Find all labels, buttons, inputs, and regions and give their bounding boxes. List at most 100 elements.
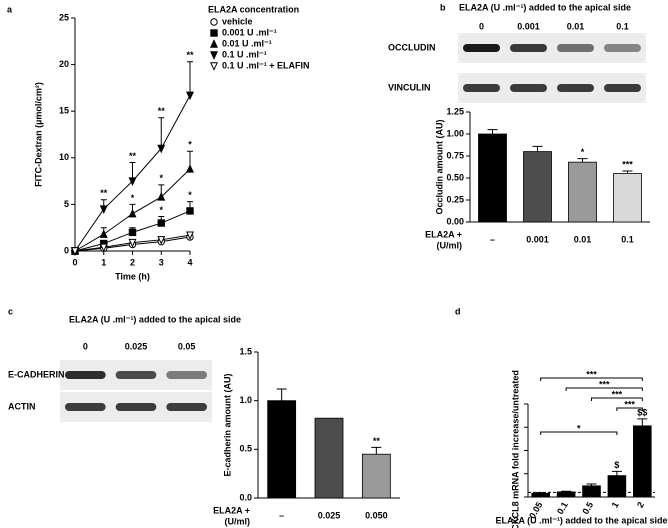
bar — [523, 151, 552, 223]
legend-label: 0.001 U .ml⁻¹ — [222, 27, 277, 37]
point — [71, 247, 79, 256]
blot-band — [604, 84, 641, 92]
significance: ** — [100, 188, 108, 198]
x-axis-label: ELA2A + — [425, 229, 462, 239]
lane-label: 0.01 — [567, 21, 585, 31]
point — [128, 208, 137, 218]
lane-label: 0 — [83, 341, 88, 351]
bar — [633, 425, 652, 498]
error-bar — [622, 170, 633, 174]
x-tick-label: – — [279, 510, 284, 520]
y-tick-label: 15 — [59, 106, 69, 116]
point — [128, 177, 137, 186]
significance: * — [131, 193, 135, 203]
y-tick-label: 0.25 — [446, 194, 464, 204]
x-tick-label: 0 — [72, 257, 77, 267]
bar — [314, 417, 344, 499]
blot-header: ELA2A (U .ml⁻¹) added to the apical side — [459, 2, 631, 12]
x-axis-label: ELA2A (U .ml⁻¹) added to the apical side — [496, 515, 668, 525]
y-axis-label: Occludin amount (AU) — [434, 120, 444, 215]
legend-label: 0.01 U .ml⁻¹ — [222, 38, 272, 48]
legend-label: 0.1 U .ml⁻¹ — [222, 49, 267, 59]
legend-label: 0.1 U .ml⁻¹ + ELAFIN — [222, 60, 310, 70]
x-tick-label: 0.5 — [580, 500, 595, 516]
bar — [478, 133, 507, 223]
blot-band — [463, 44, 500, 52]
error-bar — [371, 446, 382, 455]
comparison-label: *** — [586, 369, 597, 379]
significance: ** — [129, 151, 137, 161]
error-bar — [187, 61, 193, 96]
comparison-label: *** — [624, 399, 635, 409]
blot-band — [510, 44, 547, 52]
comparison-bracket — [616, 407, 643, 411]
point — [186, 231, 194, 241]
x-tick-label: – — [490, 234, 495, 244]
error-bar — [577, 158, 588, 163]
x-axis-label: (U/ml) — [225, 516, 251, 526]
blot-band — [115, 371, 157, 379]
lane-label: 0.05 — [178, 341, 196, 351]
panel-letter: d — [455, 306, 461, 316]
legend-marker — [210, 39, 218, 48]
comparison-label: *** — [612, 389, 623, 399]
comparison-label: * — [577, 423, 581, 433]
point — [157, 219, 165, 227]
blot-band — [463, 84, 500, 92]
blot-band — [557, 44, 594, 52]
error-bar — [637, 418, 648, 426]
legend-marker — [210, 29, 218, 37]
error-bar — [611, 470, 622, 476]
y-tick-label: 20 — [59, 59, 69, 69]
comparison-bracket — [540, 377, 643, 381]
lane-label: 0.025 — [125, 341, 148, 351]
y-tick-label: 5 — [64, 199, 69, 209]
y-tick-label: 1.5 — [239, 346, 252, 356]
y-tick-label: 0.0 — [239, 492, 252, 502]
x-tick-label: 1 — [101, 257, 106, 267]
panel-letter: a — [7, 4, 13, 14]
error-bar — [487, 129, 498, 134]
significance: $ — [614, 460, 619, 470]
blot-band — [65, 403, 106, 411]
point — [128, 238, 137, 248]
point — [157, 192, 166, 201]
error-bar — [158, 117, 165, 149]
y-tick-label: 0.5 — [239, 444, 252, 454]
y-tick-label: 0.00 — [446, 216, 464, 226]
point — [128, 228, 137, 237]
blot-band — [510, 84, 547, 92]
bar — [267, 400, 297, 499]
point — [186, 164, 194, 173]
blot-row-label: OCCLUDIN — [388, 42, 436, 52]
x-tick-label: 0.1 — [555, 500, 570, 516]
panel-letter: b — [440, 2, 446, 12]
panel-letter: c — [8, 306, 13, 316]
significance: * — [159, 205, 163, 215]
significance: *** — [622, 159, 633, 169]
significance: * — [581, 147, 585, 157]
bar — [607, 475, 627, 498]
blot-row-label: ACTIN — [8, 401, 36, 411]
point — [99, 205, 108, 214]
legend-label: vehicle — [222, 16, 253, 26]
comparison-bracket — [591, 397, 643, 401]
x-axis-label: (U/ml) — [437, 240, 463, 250]
blot-band — [166, 371, 207, 379]
point — [99, 243, 108, 253]
y-axis-label: E-cadherin amount (AU) — [222, 373, 232, 476]
x-tick-label: 1 — [610, 500, 621, 509]
y-tick-label: 10 — [59, 152, 69, 162]
point — [157, 144, 166, 154]
significance: * — [188, 140, 192, 150]
significance: * — [159, 173, 163, 183]
x-axis-label: ELA2A + — [213, 505, 250, 515]
y-axis-label: CXCL8 mRNA fold increase/untreated — [510, 370, 520, 528]
x-tick-label: 3 — [159, 257, 164, 267]
legend-title: ELA2A concentration — [208, 4, 299, 14]
y-tick-label: 1.25 — [446, 106, 464, 116]
lane-label: 0 — [479, 21, 484, 31]
lane-label: 0.001 — [517, 21, 540, 31]
comparison-bracket — [540, 431, 618, 435]
